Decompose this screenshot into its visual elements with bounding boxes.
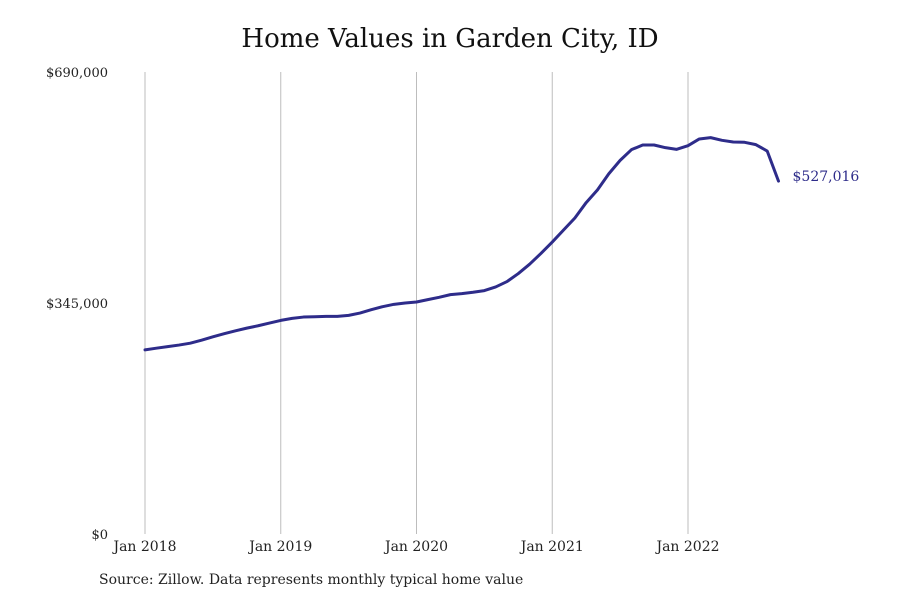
chart-title: Home Values in Garden City, ID [241,24,659,54]
x-axis-tick-labels: Jan 2018 Jan 2019 Jan 2020 Jan 2021 Jan 2022 [111,539,719,555]
end-value-label: $527,016 [793,169,860,185]
y-tick-label: $0 [91,528,108,543]
x-tick-label: Jan 2018 [111,539,176,555]
y-tick-label: $690,000 [46,66,108,81]
series-layer: $527,016 [143,136,860,352]
x-tick-label: Jan 2021 [519,539,584,555]
y-tick-label: $345,000 [46,297,108,312]
source-note: Source: Zillow. Data represents monthly … [99,572,524,588]
x-tick-label: Jan 2019 [247,539,312,555]
x-tick-label: Jan 2022 [654,539,719,555]
series-line [143,136,780,352]
x-tick-label: Jan 2020 [383,539,448,555]
y-axis-tick-labels: $0 $345,000 $690,000 [46,66,108,543]
